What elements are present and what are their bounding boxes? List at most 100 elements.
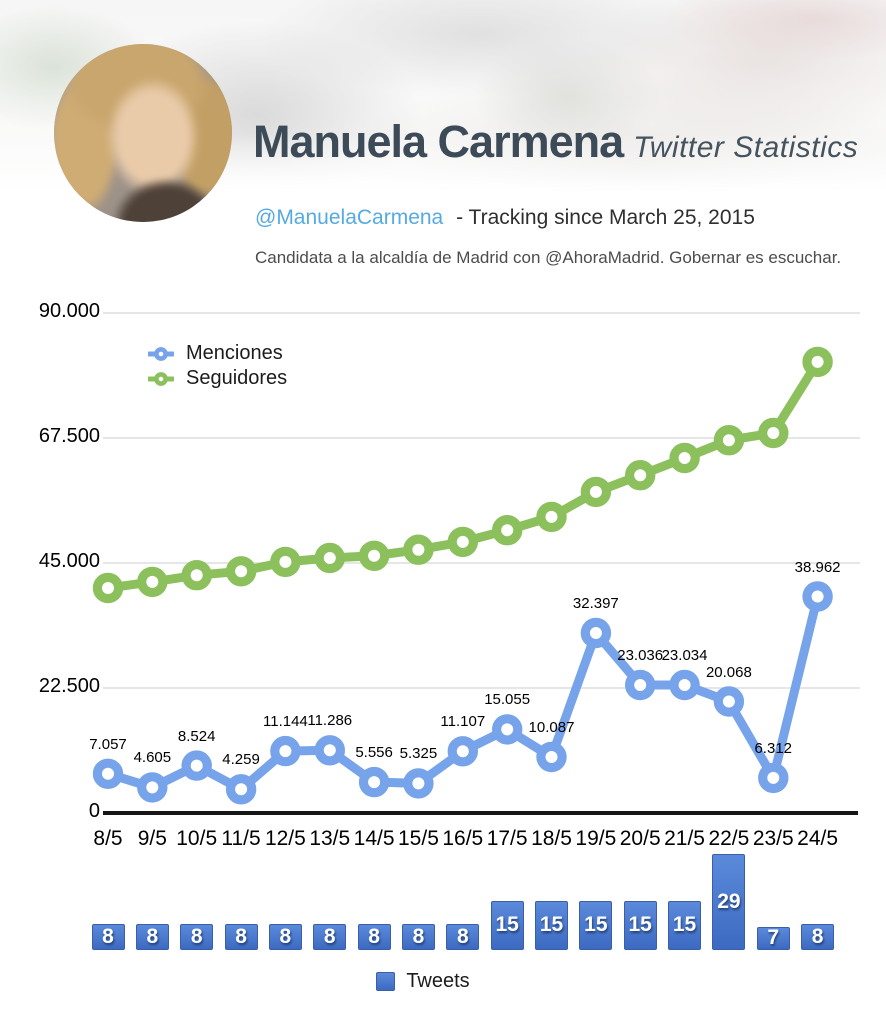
tweet-bar[interactable]: 29 <box>712 854 746 950</box>
menciones-point[interactable] <box>92 758 124 790</box>
data-point-label: 15.055 <box>484 691 531 709</box>
seguidores-point[interactable] <box>358 540 390 572</box>
menciones-point[interactable] <box>669 669 700 701</box>
data-point-label: 23.034 <box>661 647 708 665</box>
seguidores-point[interactable] <box>403 534 434 565</box>
tweet-bar[interactable]: 15 <box>623 900 657 950</box>
gridline <box>103 687 860 689</box>
menciones-point[interactable] <box>492 714 523 745</box>
seguidores-point[interactable] <box>669 442 700 474</box>
tweets-legend-label: Tweets <box>406 970 470 992</box>
seguidores-marker-icon <box>148 371 174 386</box>
menciones-point[interactable] <box>625 669 656 701</box>
tweet-bar[interactable]: 8 <box>401 923 435 950</box>
y-axis-tick-label: 0 <box>88 800 100 822</box>
seguidores-point[interactable] <box>447 526 478 558</box>
seguidores-point[interactable] <box>802 346 833 378</box>
tweet-count-label: 8 <box>323 924 336 948</box>
x-axis-tick-label: 8/5 <box>93 827 123 850</box>
seguidores-point[interactable] <box>758 417 789 449</box>
x-axis-tick-label: 19/5 <box>575 827 617 850</box>
menciones-point[interactable] <box>314 735 345 766</box>
x-axis-tick-label: 23/5 <box>752 827 794 850</box>
tweet-count-label: 8 <box>279 924 292 948</box>
x-axis-tick-label: 12/5 <box>264 827 306 850</box>
menciones-point[interactable] <box>181 750 212 781</box>
line-chart-legend: Menciones Seguidores <box>148 341 287 391</box>
tweet-bar[interactable]: 8 <box>313 923 347 950</box>
tweet-count-label: 29 <box>717 890 741 914</box>
seguidores-point[interactable] <box>137 566 168 598</box>
menciones-point[interactable] <box>758 762 789 794</box>
gridline <box>103 562 860 564</box>
x-axis-tick-label: 20/5 <box>619 827 661 850</box>
data-point-label: 10.087 <box>528 718 575 736</box>
data-point-label: 8.524 <box>177 727 216 745</box>
seguidores-point[interactable] <box>181 560 212 591</box>
tweet-bar[interactable]: 8 <box>801 923 835 950</box>
tweet-count-label: 15 <box>584 913 608 937</box>
data-point-label: 4.259 <box>222 751 260 769</box>
tweet-count-label: 8 <box>811 924 824 948</box>
seguidores-point[interactable] <box>492 515 523 546</box>
data-point-label: 32.397 <box>572 595 619 613</box>
title-row: Manuela Carmena Twitter Statistics <box>253 116 858 168</box>
tweet-bar[interactable]: 8 <box>91 923 125 950</box>
legend-item-menciones: Menciones <box>148 341 287 366</box>
tweet-bar[interactable]: 8 <box>446 923 480 950</box>
seguidores-point[interactable] <box>314 542 345 574</box>
tweet-bar[interactable]: 15 <box>579 900 613 950</box>
data-point-label: 20.068 <box>705 663 752 681</box>
x-axis-tick-label: 14/5 <box>353 827 395 850</box>
tweet-bar[interactable]: 8 <box>135 923 169 950</box>
tweet-bar[interactable]: 8 <box>180 923 214 950</box>
seguidores-point[interactable] <box>713 425 745 456</box>
tweet-count-label: 7 <box>767 926 780 950</box>
seguidores-point[interactable] <box>225 556 257 587</box>
gridline <box>103 437 860 439</box>
menciones-point[interactable] <box>713 686 745 717</box>
seguidores-point[interactable] <box>536 501 567 533</box>
menciones-point[interactable] <box>358 766 390 798</box>
tweet-count-label: 8 <box>368 924 380 948</box>
menciones-point[interactable] <box>270 735 301 767</box>
menciones-point[interactable] <box>536 741 567 773</box>
data-point-label: 5.556 <box>355 744 393 762</box>
seguidores-point[interactable] <box>92 572 124 604</box>
x-axis-tick-label: 21/5 <box>664 827 705 850</box>
tweet-bar[interactable]: 8 <box>268 923 302 950</box>
tracking-since-text: - Tracking since March 25, 2015 <box>456 206 755 229</box>
tweet-count-label: 15 <box>539 913 564 937</box>
tweet-bar[interactable]: 15 <box>668 900 702 950</box>
menciones-point[interactable] <box>403 768 434 799</box>
handle-row: @ManuelaCarmena - Tracking since March 2… <box>255 206 755 230</box>
data-point-label: 5.325 <box>399 745 438 763</box>
data-point-label: 4.605 <box>133 749 172 767</box>
tweet-bar[interactable]: 8 <box>224 923 258 950</box>
menciones-point[interactable] <box>447 736 478 767</box>
tweet-bar[interactable]: 15 <box>535 900 568 950</box>
tweet-count-label: 15 <box>672 913 697 937</box>
tweet-bar[interactable]: 7 <box>756 926 790 950</box>
menciones-point[interactable] <box>225 774 257 805</box>
menciones-marker-icon <box>148 346 174 361</box>
seguidores-point[interactable] <box>625 460 656 491</box>
y-axis-tick-label: 90.000 <box>38 300 100 322</box>
twitter-handle-link[interactable]: @ManuelaCarmena <box>255 206 444 229</box>
avatar <box>54 44 232 222</box>
x-axis-tick-label: 24/5 <box>797 827 839 850</box>
y-axis-tick-label: 22.500 <box>38 675 100 697</box>
tweet-bar[interactable]: 8 <box>357 923 391 950</box>
tweet-count-label: 15 <box>628 913 652 937</box>
gridline <box>103 312 860 314</box>
seguidores-point[interactable] <box>270 546 301 578</box>
menciones-point[interactable] <box>802 581 833 612</box>
page-subtitle: Twitter Statistics <box>633 131 859 164</box>
menciones-point[interactable] <box>580 617 612 649</box>
seguidores-point[interactable] <box>580 476 612 508</box>
x-axis-tick-label: 13/5 <box>309 827 351 850</box>
x-axis-tick-label: 17/5 <box>486 827 528 850</box>
tweet-bar[interactable]: 15 <box>490 900 524 950</box>
menciones-point[interactable] <box>137 772 168 803</box>
